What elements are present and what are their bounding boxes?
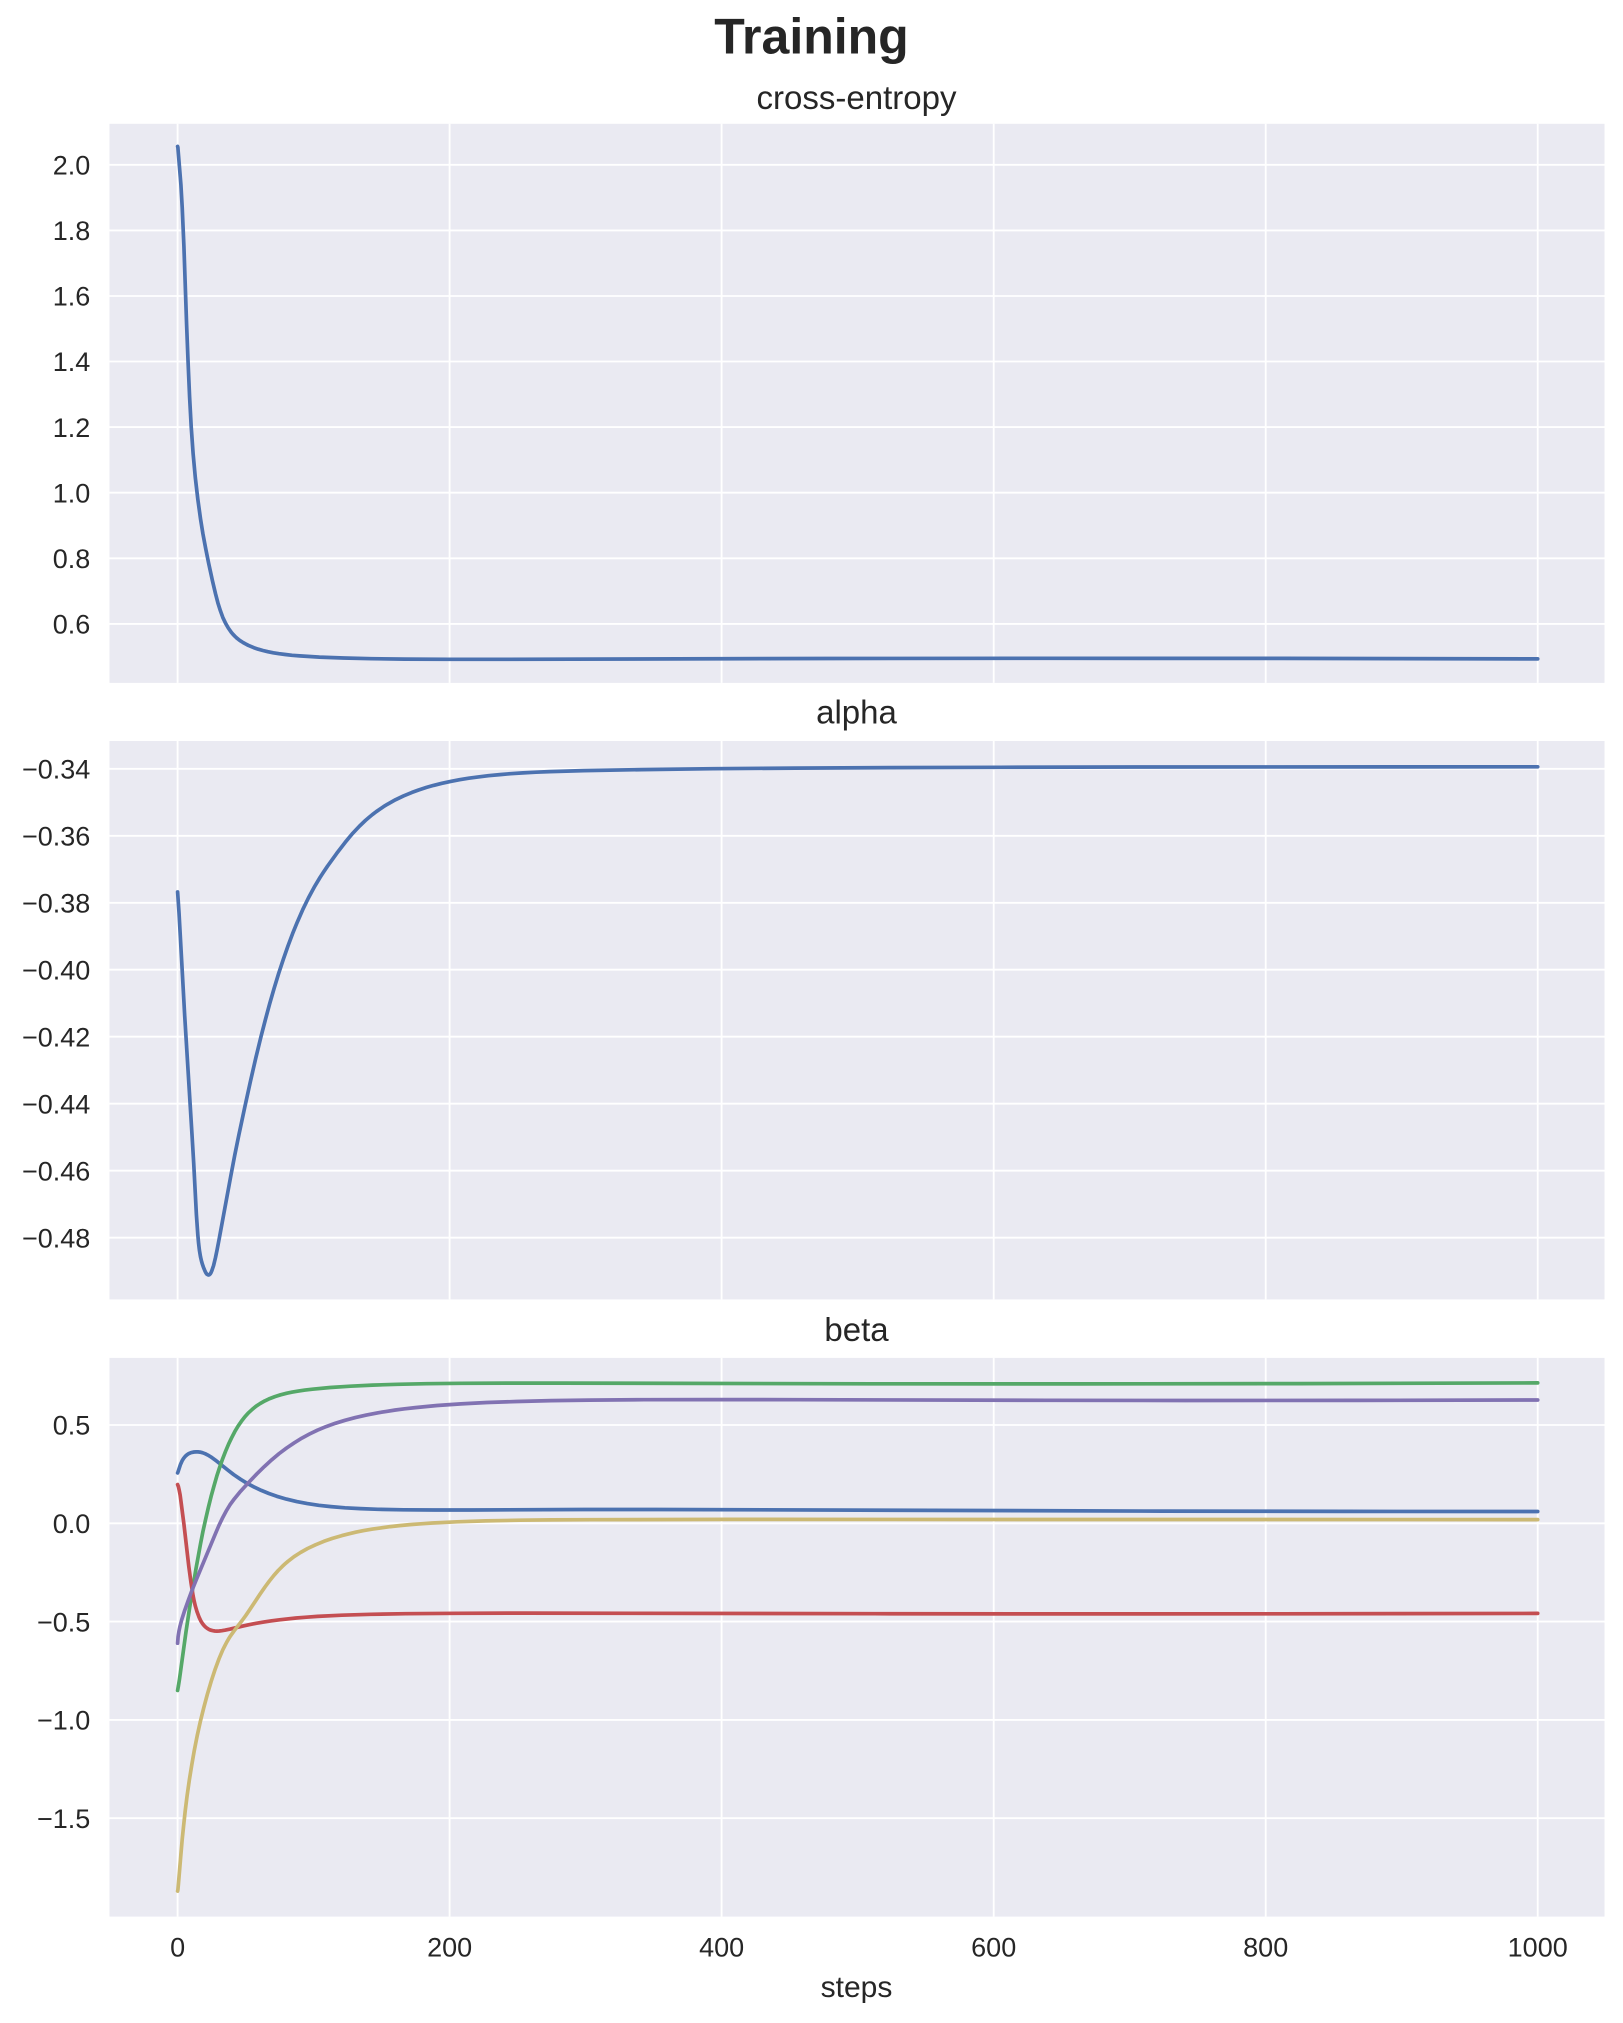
svg-text:−0.48: −0.48 — [22, 1223, 90, 1253]
svg-text:−0.36: −0.36 — [22, 822, 90, 852]
svg-text:beta: beta — [824, 1311, 889, 1348]
svg-text:0.8: 0.8 — [53, 544, 91, 574]
svg-text:1.6: 1.6 — [53, 282, 91, 312]
svg-text:−0.42: −0.42 — [22, 1022, 90, 1052]
svg-text:1.8: 1.8 — [53, 216, 91, 246]
svg-text:steps: steps — [821, 1971, 893, 2004]
svg-text:1000: 1000 — [1508, 1933, 1568, 1963]
svg-text:−0.46: −0.46 — [22, 1156, 90, 1186]
svg-text:cross-entropy: cross-entropy — [757, 79, 957, 116]
svg-text:−1.5: −1.5 — [37, 1804, 90, 1834]
svg-text:600: 600 — [971, 1933, 1016, 1963]
svg-text:alpha: alpha — [816, 694, 897, 731]
svg-text:1.2: 1.2 — [53, 413, 91, 443]
svg-text:1.0: 1.0 — [53, 478, 91, 508]
svg-text:400: 400 — [699, 1933, 744, 1963]
svg-text:800: 800 — [1243, 1933, 1288, 1963]
svg-text:0: 0 — [170, 1933, 185, 1963]
svg-text:200: 200 — [427, 1933, 472, 1963]
svg-text:0.0: 0.0 — [53, 1509, 91, 1539]
svg-text:2.0: 2.0 — [53, 151, 91, 181]
svg-text:−0.34: −0.34 — [22, 755, 90, 785]
svg-text:−0.44: −0.44 — [22, 1089, 90, 1119]
svg-text:Training: Training — [714, 9, 908, 65]
svg-text:−0.5: −0.5 — [37, 1607, 90, 1637]
svg-text:−1.0: −1.0 — [37, 1706, 90, 1736]
svg-text:−0.40: −0.40 — [22, 955, 90, 985]
svg-text:1.4: 1.4 — [53, 347, 91, 377]
svg-text:0.6: 0.6 — [53, 610, 91, 640]
svg-text:−0.38: −0.38 — [22, 889, 90, 919]
svg-text:0.5: 0.5 — [53, 1411, 91, 1441]
